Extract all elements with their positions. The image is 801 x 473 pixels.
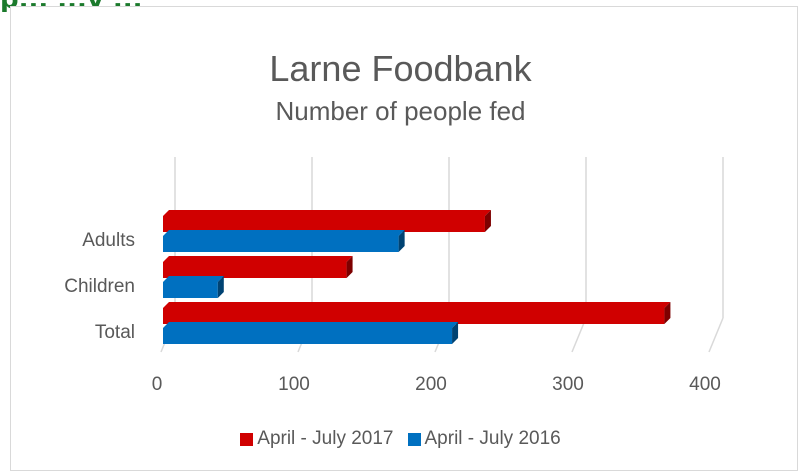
legend-label-2016: April - July 2016 xyxy=(424,428,561,449)
x-tick-label: 0 xyxy=(152,374,163,395)
bar xyxy=(163,328,453,344)
bar-top-face xyxy=(163,322,459,328)
x-tick-label: 100 xyxy=(278,374,310,395)
bar xyxy=(163,282,218,298)
bar-top-face xyxy=(163,276,224,282)
legend-item-2016: April - July 2016 xyxy=(407,428,561,450)
x-tick-label: 200 xyxy=(415,374,447,395)
x-tick-label: 400 xyxy=(689,374,721,395)
y-tick-label: Children xyxy=(64,276,135,297)
bar xyxy=(163,262,347,278)
bar-end-face xyxy=(452,322,459,344)
bar-end-face xyxy=(217,276,224,298)
bar-top-face xyxy=(163,210,491,216)
bar-end-face xyxy=(664,302,671,324)
chart-legend: April - July 2017 April - July 2016 xyxy=(0,428,801,450)
chart-subtitle: Number of people fed xyxy=(275,96,526,126)
bar-top-face xyxy=(163,256,353,262)
legend-item-2017: April - July 2017 xyxy=(240,428,394,450)
legend-label-2017: April - July 2017 xyxy=(257,428,394,449)
y-tick-label: Adults xyxy=(82,230,135,251)
x-tick-label: 300 xyxy=(552,374,584,395)
bar-end-face xyxy=(346,256,353,278)
gridline-floor xyxy=(708,317,724,353)
legend-swatch-2016 xyxy=(407,432,421,446)
bar-top-face xyxy=(163,230,405,236)
bar xyxy=(163,308,665,324)
y-tick-label: Total xyxy=(95,322,135,343)
chart-title: Larne Foodbank xyxy=(269,48,532,89)
bar-end-face xyxy=(484,210,491,232)
legend-swatch-2017 xyxy=(240,432,254,446)
bar-top-face xyxy=(163,302,671,308)
bar-end-face xyxy=(398,230,405,252)
bar xyxy=(163,236,399,252)
bar xyxy=(163,216,485,232)
